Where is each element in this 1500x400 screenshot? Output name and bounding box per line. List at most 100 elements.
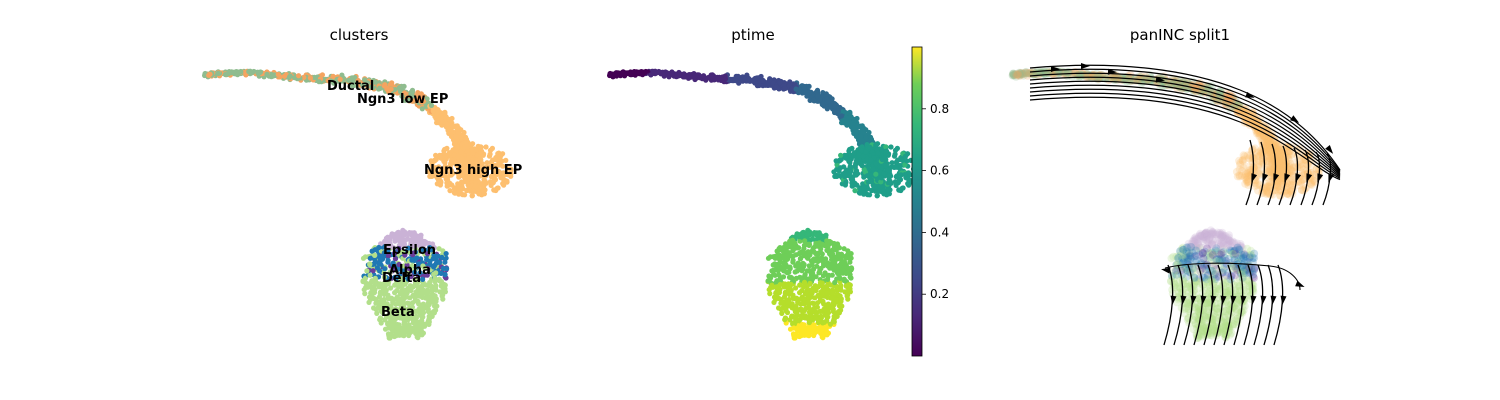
cell-point bbox=[404, 328, 410, 334]
cell-point bbox=[255, 69, 261, 75]
cell-point bbox=[811, 322, 817, 328]
cell-point bbox=[400, 231, 406, 237]
cell-point bbox=[846, 158, 852, 164]
cell-point bbox=[825, 301, 831, 308]
cell-point bbox=[410, 93, 416, 99]
cell-point bbox=[620, 70, 626, 76]
cell-point bbox=[449, 123, 456, 129]
ptime-scatter bbox=[607, 68, 919, 341]
cell-point bbox=[824, 242, 830, 248]
cell-point bbox=[376, 261, 382, 267]
cell-point bbox=[802, 238, 808, 244]
cell-point bbox=[264, 71, 270, 77]
panINC-title: panINC split1 bbox=[1130, 26, 1230, 44]
cell-point bbox=[442, 259, 448, 265]
cell-point bbox=[301, 74, 307, 80]
cell-point bbox=[612, 71, 618, 77]
cell-point bbox=[387, 296, 394, 302]
cell-point bbox=[275, 71, 281, 78]
cell-point bbox=[843, 179, 849, 185]
cell-point bbox=[816, 231, 822, 237]
cell-point bbox=[399, 93, 405, 99]
cell-point bbox=[805, 299, 811, 305]
cell-point bbox=[384, 86, 390, 92]
cell-point bbox=[790, 247, 796, 254]
cell-point bbox=[805, 231, 811, 237]
cell-point bbox=[805, 293, 812, 300]
cell-point bbox=[641, 69, 648, 76]
cell-point bbox=[366, 294, 373, 300]
cell-point bbox=[819, 334, 825, 340]
cell-point bbox=[817, 295, 823, 301]
cell-point bbox=[846, 110, 852, 116]
cell-point bbox=[820, 320, 826, 326]
cell-point bbox=[824, 290, 831, 296]
cell-point bbox=[813, 315, 819, 321]
cell-point bbox=[795, 233, 801, 239]
cell-point bbox=[446, 117, 453, 123]
cell-point bbox=[767, 77, 773, 83]
cell-point bbox=[494, 157, 500, 163]
cell-point bbox=[721, 79, 727, 85]
cell-point bbox=[372, 252, 378, 258]
cell-point bbox=[437, 259, 443, 265]
cell-point bbox=[801, 85, 808, 91]
cell-point bbox=[838, 298, 844, 304]
cell-point bbox=[222, 71, 229, 78]
cell-point bbox=[372, 275, 378, 281]
cell-point bbox=[407, 295, 413, 301]
cell-point bbox=[899, 157, 905, 163]
cell-point bbox=[853, 157, 860, 164]
cell-point bbox=[462, 192, 468, 198]
cell-point bbox=[427, 279, 433, 286]
cell-point bbox=[865, 179, 872, 185]
cell-point bbox=[813, 274, 819, 280]
cell-point bbox=[370, 268, 376, 274]
cell-point bbox=[824, 313, 830, 320]
cell-point bbox=[355, 78, 361, 84]
cell-point bbox=[816, 240, 822, 246]
clusters-title: clusters bbox=[330, 26, 389, 44]
cell-point bbox=[362, 254, 368, 260]
cell-point bbox=[669, 71, 675, 77]
cell-point bbox=[809, 328, 815, 334]
cell-point bbox=[772, 272, 778, 278]
cell-point bbox=[435, 253, 441, 259]
cell-point bbox=[631, 69, 637, 75]
cell-point bbox=[854, 123, 861, 129]
cell-point bbox=[854, 182, 860, 188]
cell-point bbox=[368, 284, 374, 290]
cell-point bbox=[788, 281, 794, 287]
cell-point bbox=[817, 280, 824, 286]
cell-point bbox=[680, 71, 686, 78]
ptime-title: ptime bbox=[731, 26, 774, 44]
cell-point bbox=[442, 289, 448, 295]
cell-point bbox=[838, 287, 844, 293]
cell-point bbox=[881, 191, 887, 197]
cell-point bbox=[398, 89, 404, 95]
cell-point bbox=[377, 255, 383, 261]
cell-point bbox=[801, 296, 807, 302]
cell-point bbox=[436, 117, 442, 123]
cell-point bbox=[833, 297, 839, 303]
cell-point bbox=[433, 287, 439, 293]
cell-point bbox=[845, 265, 852, 272]
cell-point bbox=[362, 77, 368, 83]
cell-point bbox=[806, 241, 812, 247]
cell-point bbox=[835, 108, 841, 114]
cell-point bbox=[817, 269, 823, 275]
cell-point bbox=[396, 329, 402, 335]
cell-point bbox=[847, 289, 854, 295]
cell-point bbox=[878, 175, 885, 181]
cell-point bbox=[243, 72, 249, 78]
cell-point bbox=[831, 169, 837, 175]
cell-point bbox=[885, 187, 891, 193]
cell-point bbox=[832, 245, 838, 251]
cell-point bbox=[891, 164, 897, 170]
cell-point bbox=[281, 73, 288, 79]
cell-point bbox=[476, 191, 482, 197]
cell-point bbox=[845, 282, 851, 288]
cell-point bbox=[860, 153, 866, 160]
cell-point bbox=[830, 290, 836, 296]
cell-point bbox=[651, 68, 657, 75]
